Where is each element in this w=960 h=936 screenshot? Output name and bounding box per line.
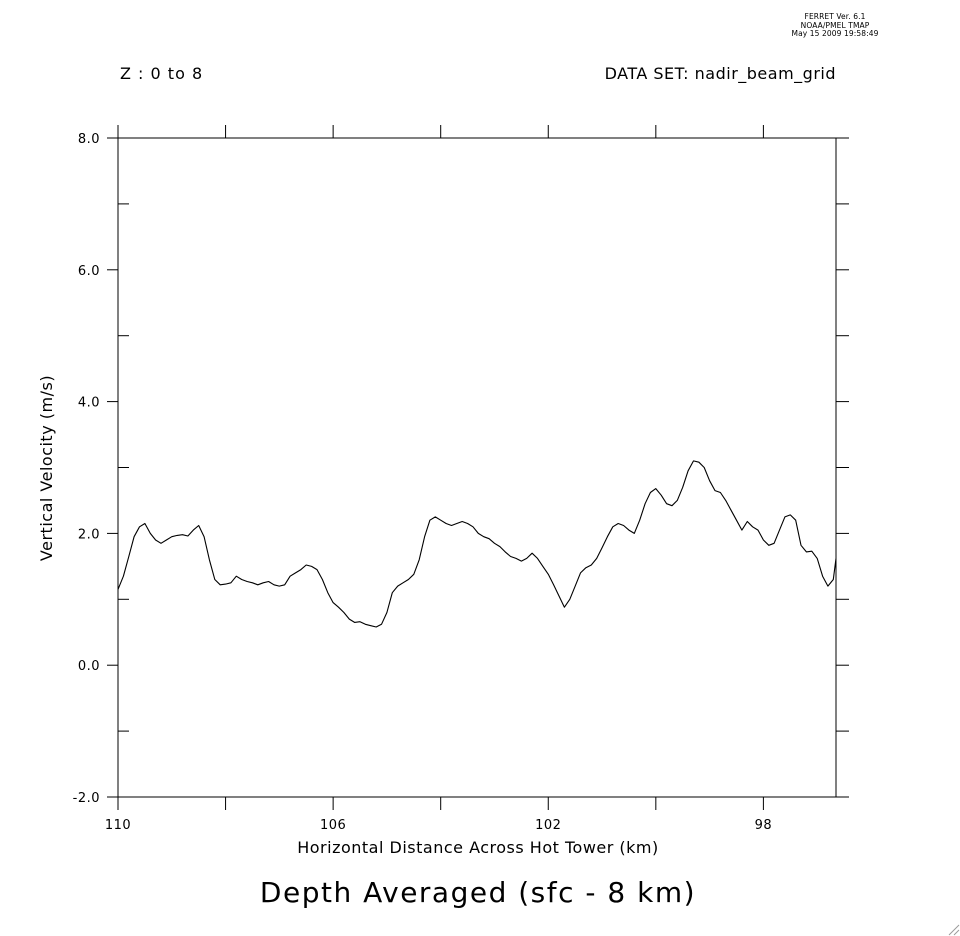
axes [117,137,837,798]
ticks [107,125,849,810]
x-axis-label: Horizontal Distance Across Hot Tower (km… [297,838,659,857]
stamp-version: FERRET Ver. 6.1 [804,12,866,21]
stamp-timestamp: May 15 2009 19:58:49 [791,29,879,38]
y-tick-label: 2.0 [78,527,100,542]
x-tick-label: 102 [535,818,561,833]
dataset-label: DATA SET: nadir_beam_grid [604,64,836,83]
y-tick-label: 8.0 [78,132,100,147]
x-tick-label: 106 [320,818,346,833]
x-tick-label: 98 [755,818,773,833]
z-range-label: Z : 0 to 8 [120,64,204,83]
y-axis-label: Vertical Velocity (m/s) [37,375,56,561]
ferret-stamp: FERRET Ver. 6.1 NOAA/PMEL TMAP May 15 20… [770,12,900,39]
resize-grip-icon[interactable] [946,922,960,936]
series [117,460,837,628]
x-tick-label: 110 [105,818,131,833]
tick-labels: -2.0 0.0 2.0 4.0 6.0 8.0 110 106 102 98 [73,132,773,833]
stamp-org: NOAA/PMEL TMAP [800,20,870,30]
series-line [117,460,837,628]
chart-title: Depth Averaged (sfc - 8 km) [260,876,696,909]
y-tick-label: 6.0 [78,264,100,279]
y-tick-label: 4.0 [78,396,100,411]
plot-frame [117,137,837,798]
y-tick-label: -2.0 [73,791,100,806]
y-tick-label: 0.0 [78,659,100,674]
